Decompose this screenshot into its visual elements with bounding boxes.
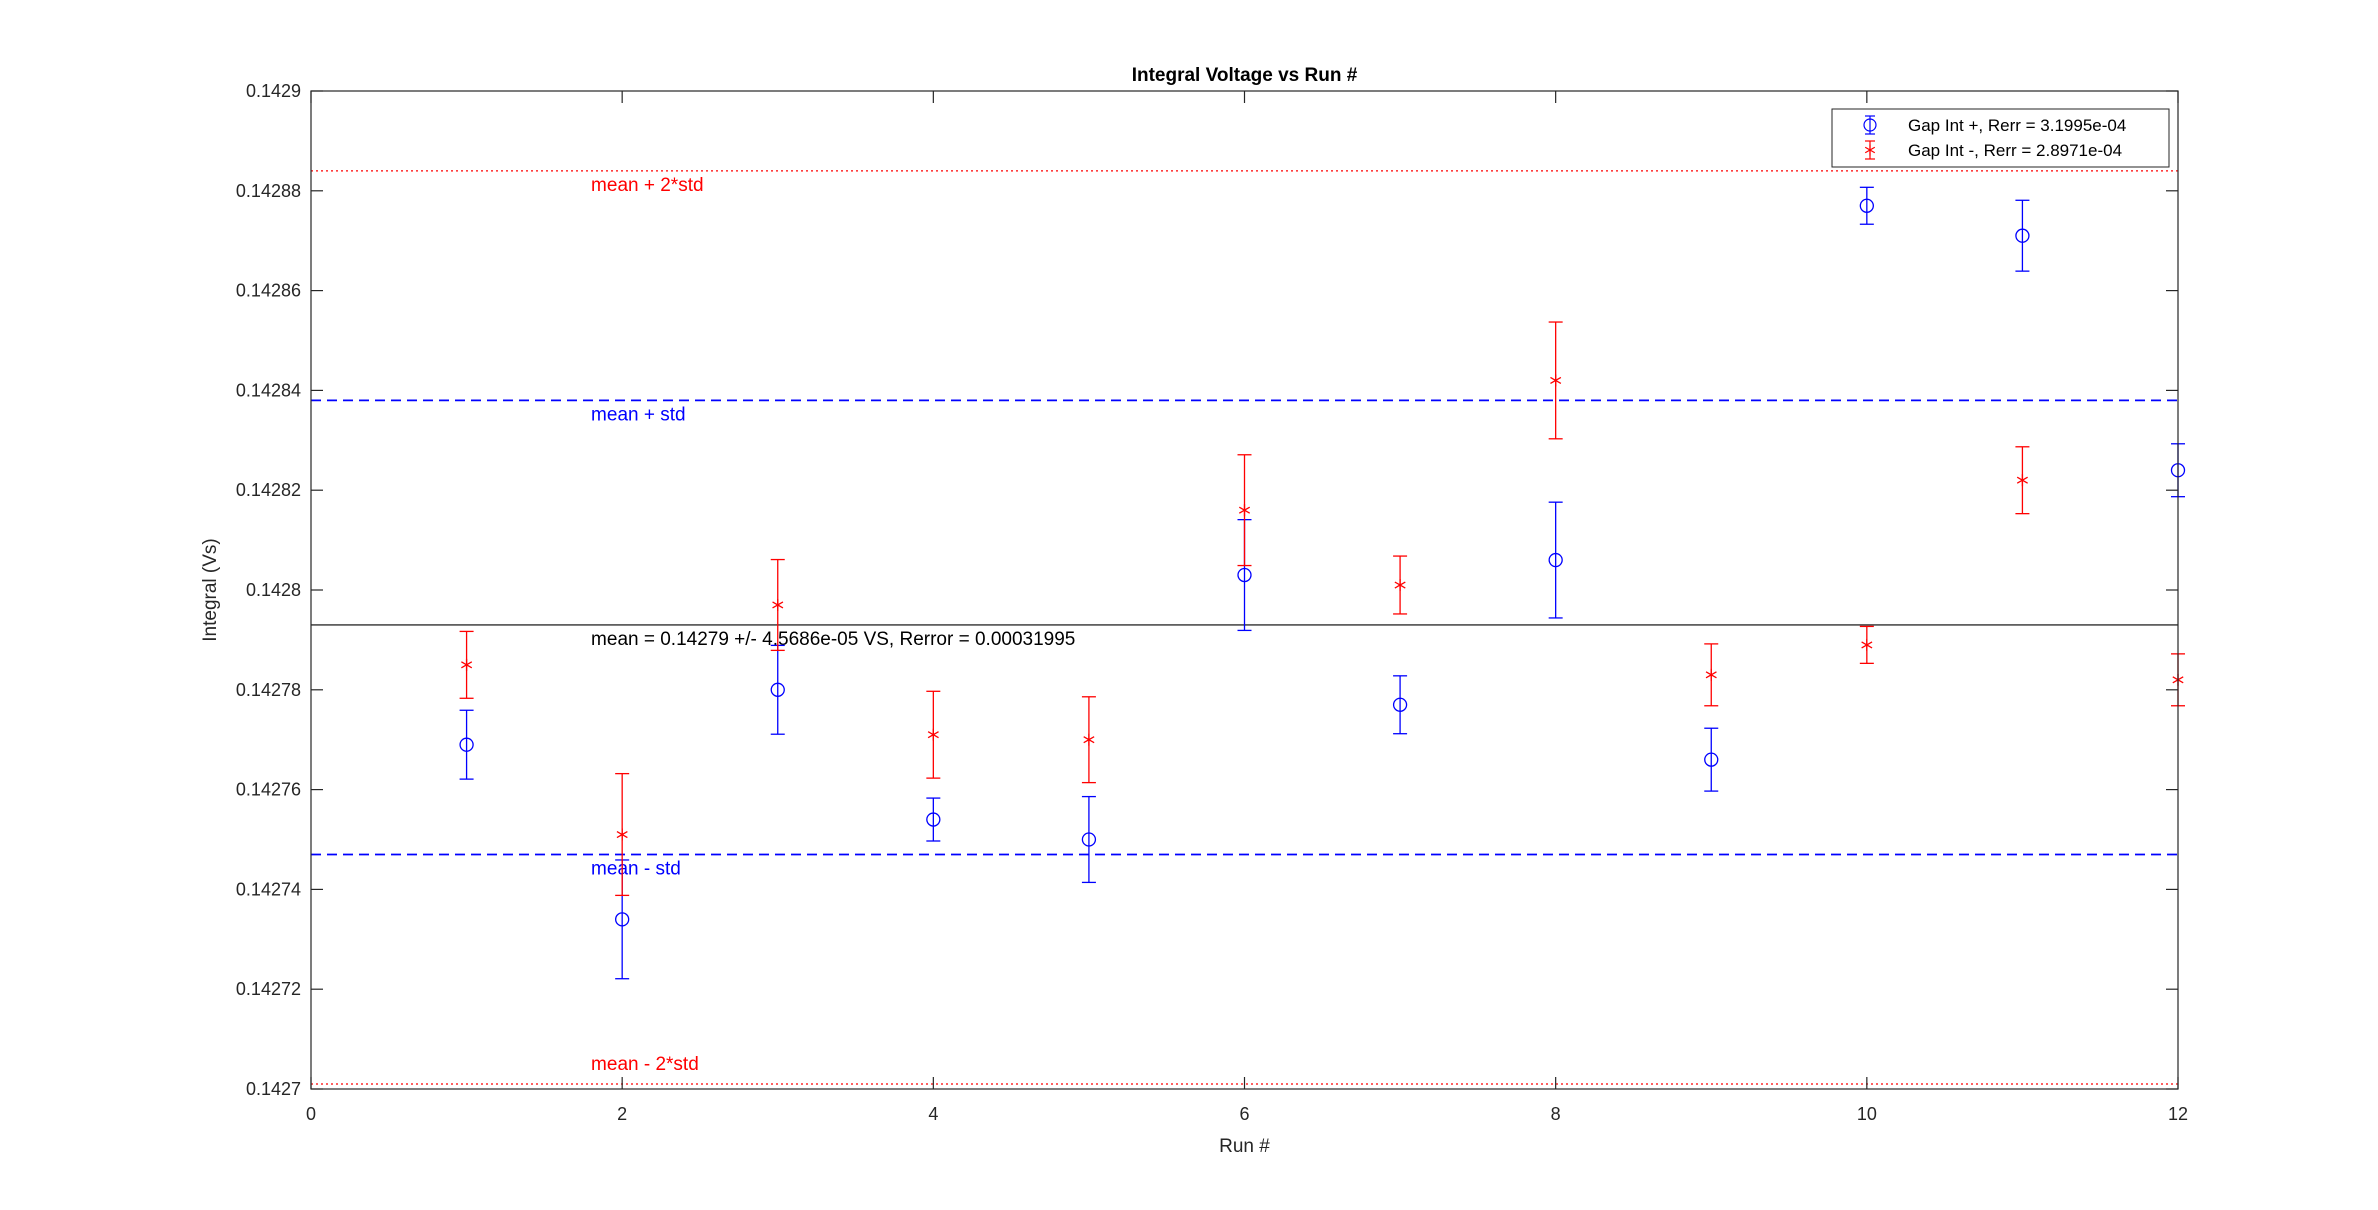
axis-ticks: 0 2 4 6 8 10 12 0.1427 0.14272 0.14274 0.14276 0.14…	[236, 81, 2188, 1124]
x-tick-label: 0	[306, 1104, 316, 1124]
data-point	[461, 658, 473, 671]
data-point	[772, 598, 784, 611]
legend-entry-label: Gap Int -, Rerr = 2.8971e-04	[1908, 141, 2122, 160]
data-point	[1705, 668, 1717, 681]
x-tick-label: 8	[1551, 1104, 1561, 1124]
y-tick-label: 0.14272	[236, 979, 301, 999]
asterisk-stroke	[772, 601, 784, 609]
y-tick-label: 0.1427	[246, 1079, 301, 1099]
reference-line-label: mean + 2*std	[591, 175, 704, 196]
data-point	[1237, 567, 1252, 583]
data-point	[1392, 697, 1408, 712]
asterisk-stroke	[616, 830, 628, 839]
asterisk-stroke	[1083, 736, 1095, 744]
y-tick-label: 0.1429	[246, 81, 301, 101]
asterisk-stroke	[1861, 641, 1873, 649]
asterisk-stroke	[461, 661, 473, 669]
y-tick-label: 0.14282	[236, 480, 301, 500]
chart-title: Integral Voltage vs Run #	[1132, 65, 1358, 86]
y-tick-label: 0.14276	[236, 780, 301, 800]
asterisk-stroke	[2016, 476, 2028, 484]
y-tick-label: 0.14274	[236, 879, 301, 899]
y-tick-label: 0.14284	[236, 380, 301, 400]
x-tick-label: 10	[1857, 1104, 1877, 1124]
data-points	[459, 186, 2186, 980]
asterisk-stroke	[927, 731, 939, 739]
x-tick-label: 12	[2168, 1104, 2188, 1124]
x-tick-label: 4	[928, 1104, 938, 1124]
y-tick-label: 0.14278	[236, 680, 301, 700]
data-point	[616, 828, 628, 841]
y-tick-label: 0.1428	[246, 580, 301, 600]
data-point	[1238, 504, 1251, 517]
data-point	[1083, 733, 1095, 746]
reference-line-label: mean = 0.14279 +/- 4.5686e-05 VS, Rerror…	[591, 629, 1075, 650]
data-point	[1861, 638, 1873, 651]
legend[interactable]: Gap Int +, Rerr = 3.1995e-04 Gap Int -, R…	[1831, 108, 2170, 168]
data-point	[1394, 579, 1406, 592]
data-point	[926, 812, 941, 827]
asterisk-stroke	[1550, 376, 1562, 384]
legend-box	[1831, 108, 2170, 168]
data-point	[927, 728, 939, 741]
y-axis-label: Integral (Vs)	[200, 538, 221, 641]
asterisk-stroke	[1238, 506, 1251, 514]
legend-entry-label: Gap Int +, Rerr = 3.1995e-04	[1908, 116, 2126, 135]
asterisk-stroke	[1394, 581, 1406, 589]
data-point	[1548, 552, 1563, 568]
data-point	[2015, 228, 2030, 243]
x-tick-label: 2	[617, 1104, 627, 1124]
y-tick-label: 0.14288	[236, 181, 301, 201]
data-point	[459, 737, 474, 752]
reference-line-label: mean - std	[591, 858, 681, 879]
y-tick-label: 0.14286	[236, 281, 301, 301]
data-point	[1550, 374, 1562, 387]
x-axis-label: Run #	[1219, 1136, 1270, 1157]
reference-line-label: mean - 2*std	[591, 1054, 699, 1075]
asterisk-stroke	[1705, 671, 1717, 679]
asterisk-stroke	[1864, 146, 1876, 154]
data-point	[1081, 832, 1097, 847]
data-point	[1859, 198, 1874, 213]
data-point	[2016, 474, 2028, 487]
data-point	[770, 682, 785, 697]
x-tick-label: 6	[1239, 1104, 1249, 1124]
legend-marker	[1863, 118, 1877, 132]
data-point	[1704, 752, 1719, 767]
data-point	[615, 912, 630, 927]
reference-line-label: mean + std	[591, 404, 686, 425]
legend-marker	[1864, 144, 1876, 156]
